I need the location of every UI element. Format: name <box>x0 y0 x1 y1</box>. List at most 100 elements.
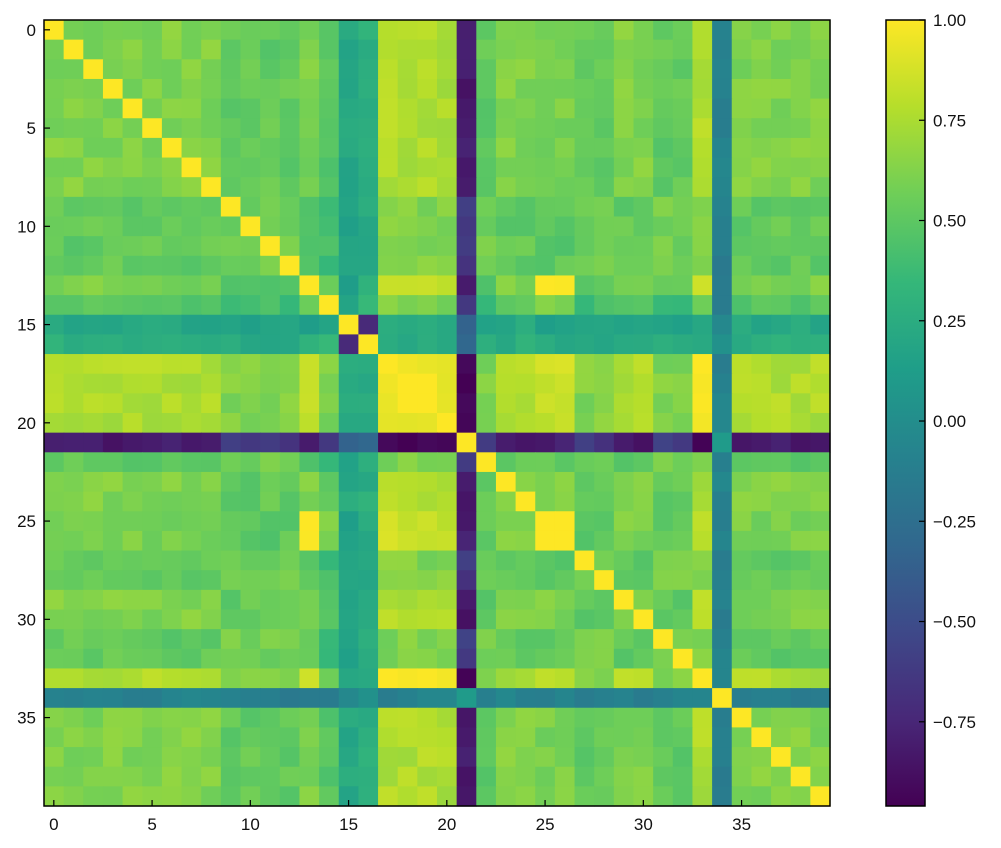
heatmap-cell <box>495 648 517 670</box>
heatmap-cell <box>260 118 281 139</box>
heatmap-cell <box>574 570 595 591</box>
heatmap-cell <box>319 491 340 512</box>
heatmap-cell <box>554 354 576 375</box>
heatmap-cell <box>771 39 792 60</box>
heatmap-cell <box>299 20 320 41</box>
heatmap-cell <box>122 373 143 394</box>
heatmap-cell <box>495 471 517 493</box>
heatmap-cell <box>731 727 752 748</box>
heatmap-cell <box>142 78 163 100</box>
heatmap-cell <box>319 393 340 414</box>
heatmap-cell <box>751 393 772 414</box>
heatmap-cell <box>220 747 242 768</box>
heatmap-cell <box>712 275 733 296</box>
heatmap-cell <box>476 59 497 80</box>
heatmap-cell <box>102 275 124 296</box>
heatmap-cell <box>161 491 183 512</box>
heatmap-cell <box>161 727 183 748</box>
heatmap-cell <box>201 668 222 689</box>
heatmap-cell <box>220 177 242 198</box>
heatmap-cell <box>476 550 497 571</box>
heatmap-cell <box>181 471 202 493</box>
heatmap-cell <box>378 98 399 119</box>
heatmap-cell <box>751 629 772 650</box>
heatmap-cell <box>220 275 242 296</box>
heatmap-cell <box>535 766 556 787</box>
heatmap-cell <box>810 766 831 787</box>
heatmap-cell <box>731 511 752 532</box>
heatmap-cell <box>574 432 595 453</box>
heatmap-cell <box>712 511 733 532</box>
heatmap-cell <box>712 629 733 650</box>
heatmap-cell <box>161 747 183 768</box>
heatmap-cell <box>299 39 320 60</box>
heatmap-cell <box>692 314 713 335</box>
heatmap-cell <box>790 39 811 60</box>
heatmap-cell <box>417 78 438 100</box>
heatmap-cell <box>574 589 595 611</box>
heatmap-cell <box>495 609 517 630</box>
heatmap-cell <box>456 373 477 394</box>
heatmap-cell <box>594 471 615 493</box>
heatmap-cell <box>417 334 438 355</box>
heatmap-cell <box>417 688 438 709</box>
heatmap-cell <box>161 137 183 159</box>
heatmap-cell <box>378 471 399 493</box>
heatmap-cell <box>633 354 654 375</box>
heatmap-cell <box>653 393 674 414</box>
heatmap-cell <box>299 688 320 709</box>
heatmap-cell <box>142 550 163 571</box>
heatmap-cell <box>751 177 772 198</box>
heatmap-cell <box>476 236 497 257</box>
heatmap-cell <box>574 471 595 493</box>
heatmap-cell <box>220 648 242 670</box>
heatmap-cell <box>201 39 222 60</box>
heatmap-cell <box>810 452 831 473</box>
heatmap-cell <box>495 786 517 807</box>
heatmap-cell <box>83 393 104 414</box>
heatmap-cell <box>692 157 713 178</box>
heatmap-cell <box>456 452 477 473</box>
heatmap-cell <box>397 78 418 100</box>
heatmap-cell <box>240 766 261 787</box>
heatmap-cell <box>456 786 477 807</box>
heatmap-cell <box>319 648 340 670</box>
heatmap-cell <box>653 629 674 650</box>
heatmap-cell <box>319 275 340 296</box>
heatmap-cell <box>299 668 320 689</box>
heatmap-cell <box>102 373 124 394</box>
heatmap-cell <box>299 373 320 394</box>
heatmap-cell <box>751 432 772 453</box>
heatmap-cell <box>437 413 458 434</box>
heatmap-cell <box>574 157 595 178</box>
heatmap-cell <box>476 78 497 100</box>
heatmap-cell <box>161 98 183 119</box>
heatmap-cell <box>319 609 340 630</box>
heatmap-cell <box>535 118 556 139</box>
heatmap-cell <box>417 393 438 414</box>
heatmap-cell <box>495 589 517 611</box>
heatmap-cell <box>260 59 281 80</box>
heatmap-cell <box>201 78 222 100</box>
heatmap-cell <box>63 609 84 630</box>
heatmap-cell <box>594 196 615 218</box>
heatmap-cell <box>653 432 674 453</box>
heatmap-cell <box>260 668 281 689</box>
heatmap-cell <box>495 236 517 257</box>
heatmap-cell <box>554 648 576 670</box>
heatmap-cell <box>633 216 654 237</box>
heatmap-cell <box>181 727 202 748</box>
heatmap-cell <box>44 78 65 100</box>
heatmap-cell <box>633 413 654 434</box>
heatmap-cell <box>574 275 595 296</box>
heatmap-cell <box>44 354 65 375</box>
heatmap-cell <box>397 295 418 316</box>
heatmap-cell <box>378 727 399 748</box>
heatmap-cell <box>456 59 477 80</box>
heatmap-cell <box>515 471 536 493</box>
heatmap-cell <box>63 570 84 591</box>
heatmap-cell <box>142 216 163 237</box>
heatmap-cell <box>456 118 477 139</box>
heatmap-cell <box>44 766 65 787</box>
heatmap-cell <box>535 295 556 316</box>
